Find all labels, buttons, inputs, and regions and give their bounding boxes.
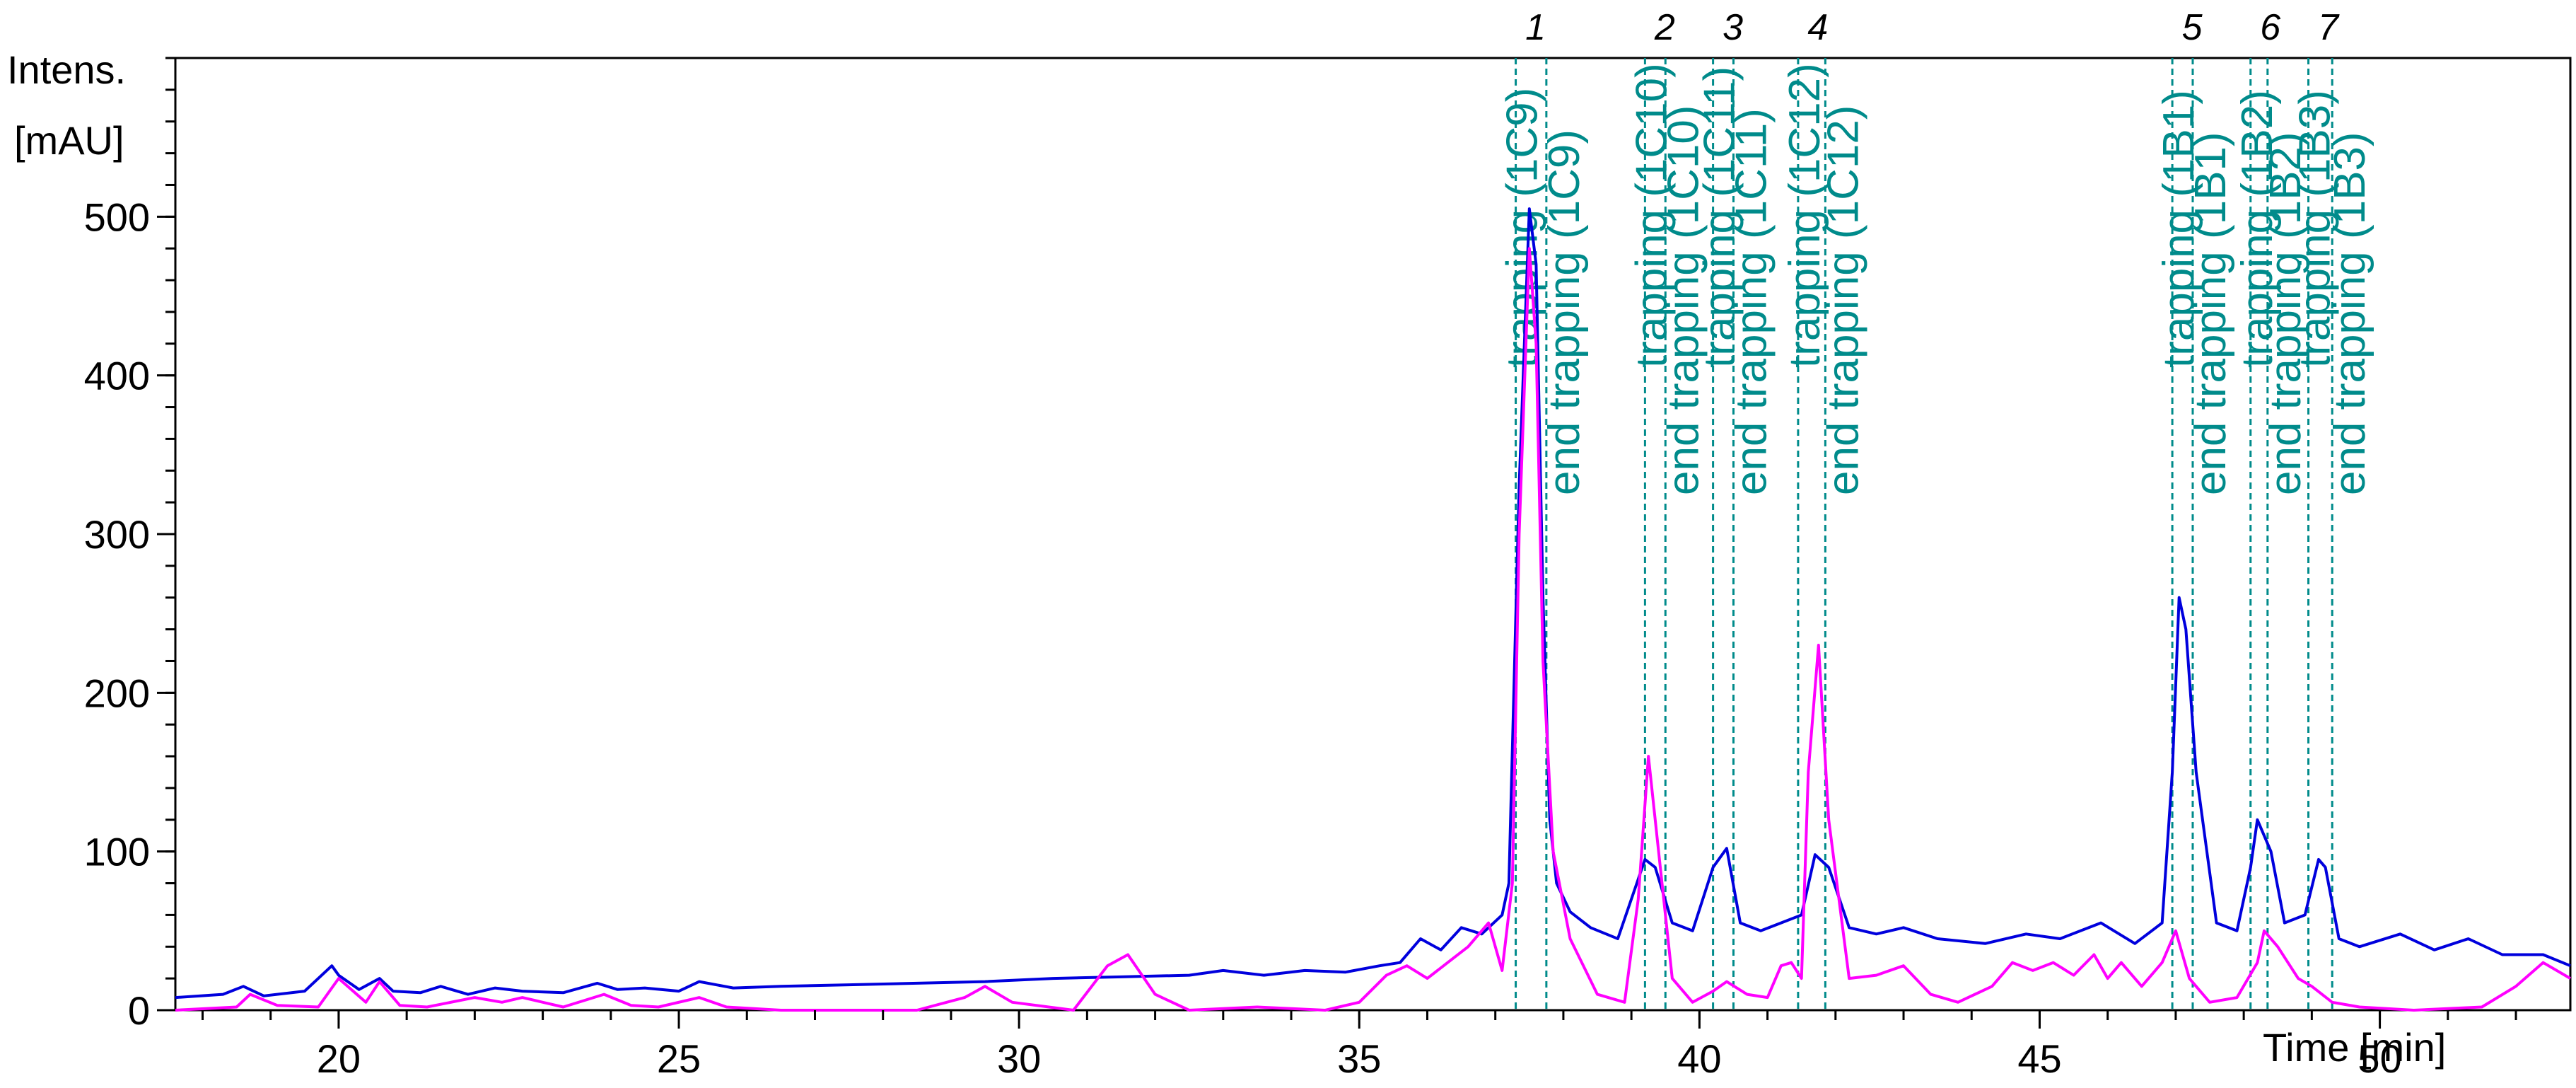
fraction-number-label: 6 (2260, 7, 2280, 48)
trapping-end-label: end trapping (1B3) (2326, 132, 2374, 495)
fraction-number-label: 7 (2318, 7, 2340, 48)
y-axis-title-line1: Intens. (7, 47, 126, 92)
series-group (175, 207, 2572, 1012)
x-tick-label: 20 (317, 1036, 361, 1081)
fraction-number-label: 1 (1525, 7, 1546, 48)
x-tick-label: 50 (2358, 1036, 2401, 1081)
fraction-number-label: 2 (1654, 7, 1675, 48)
trapping-end-label: end trapping (1C11) (1727, 108, 1776, 495)
x-axis-title: Time [min] (2263, 1025, 2446, 1070)
trapping-start-label: trapping (1C9) (1498, 88, 1547, 368)
series-line-2 (175, 247, 2572, 1012)
trapping-end-label: end trapping (1C10) (1659, 105, 1708, 495)
trapping-start-label: trapping (1B1) (2155, 90, 2203, 368)
x-tick-label: 30 (997, 1036, 1041, 1081)
x-tick-label: 40 (1677, 1036, 1721, 1081)
trapping-end-label: end trapping (1C12) (1819, 105, 1867, 495)
y-tick-label: 500 (84, 195, 150, 239)
y-axis-title-line2: [mAU] (14, 118, 124, 163)
trapping-start-label: trapping (1B3) (2291, 90, 2340, 368)
fraction-number-label: 5 (2182, 7, 2203, 48)
trapping-start-label: trapping (1C11) (1696, 66, 1744, 368)
y-tick-label: 400 (84, 354, 150, 398)
trapping-end-label: end trapping (1B2) (2261, 132, 2310, 495)
y-tick-label: 200 (84, 671, 150, 715)
y-tick-label: 0 (128, 988, 150, 1033)
fraction-number-label: 3 (1723, 7, 1743, 48)
axes: 0 100 200 300 400 500 20 25 30 35 40 45 50 (84, 57, 2517, 1081)
trapping-end-label: end trapping (1C9) (1540, 129, 1589, 495)
x-tick-label: 35 (1337, 1036, 1381, 1081)
trapping-start-label: trapping (1B2) (2233, 90, 2282, 368)
x-tick-label: 25 (657, 1036, 701, 1081)
x-tick-label: 45 (2017, 1036, 2061, 1081)
fraction-number-label: 4 (1807, 7, 1828, 48)
trapping-start-label: trapping (1C12) (1781, 63, 1829, 368)
trapping-start-label: trapping (1C10) (1627, 63, 1676, 368)
trapping-markers: 1 trapping (1C9)end trapping (1C9) 2 trappi… (1498, 7, 2374, 1010)
trapping-end-label: end trapping (1B1) (2186, 132, 2235, 495)
y-tick-label: 300 (84, 512, 150, 557)
y-tick-label: 100 (84, 830, 150, 874)
